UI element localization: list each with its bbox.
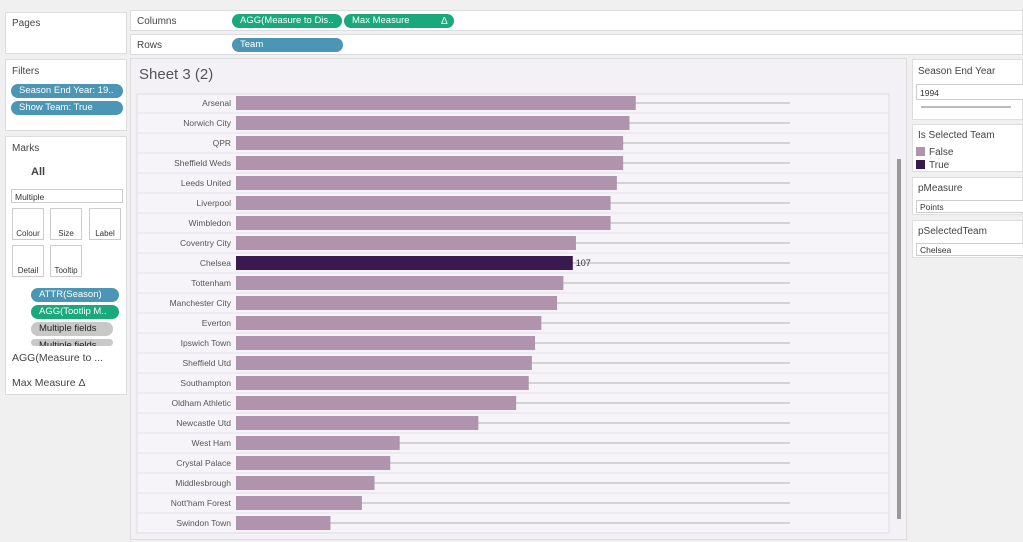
scrollbar[interactable] xyxy=(897,159,901,519)
bar xyxy=(236,136,624,150)
row-label: Sheffield Weds xyxy=(174,158,231,168)
row-label: Crystal Palace xyxy=(176,458,231,468)
param-value[interactable]: Points xyxy=(916,200,1023,213)
sheet: Sheet 3 (2) Arsenal Norwich City QPR Sheffi… xyxy=(130,58,907,540)
bar xyxy=(236,476,375,490)
row-label: Chelsea xyxy=(200,258,231,268)
row-label: Swindon Town xyxy=(176,518,231,528)
bar xyxy=(236,116,630,130)
row-label: QPR xyxy=(213,138,231,148)
bar xyxy=(236,156,624,170)
legend-item[interactable]: False xyxy=(916,147,953,158)
filter-pill[interactable]: Show Team: True xyxy=(11,101,123,115)
marks-card: Marks All Multiple Colour Size Label Det… xyxy=(5,136,127,395)
data-label: 107 xyxy=(576,258,591,268)
filter-pill[interactable]: Season End Year: 19.. xyxy=(11,84,123,98)
legend-swatch xyxy=(916,160,925,169)
columns-shelf: Columns AGG(Measure to Dis.. Max Measure… xyxy=(130,10,1023,31)
param-title: pMeasure xyxy=(918,183,963,194)
row-label: Southampton xyxy=(180,378,231,388)
mark-field[interactable]: AGG(Tootlip M.. xyxy=(31,305,119,319)
param-card: Season End Year 1994 xyxy=(912,59,1023,120)
row-label: Middlesbrough xyxy=(175,478,231,488)
row-label: Everton xyxy=(202,318,232,328)
bar xyxy=(236,96,636,110)
columns-label: Columns xyxy=(137,16,177,27)
legend-card: Is Selected Team False True xyxy=(912,124,1023,172)
row-label: Manchester City xyxy=(170,298,232,308)
legend-item[interactable]: True xyxy=(916,160,949,171)
marks-all[interactable]: All xyxy=(31,166,46,178)
bar xyxy=(236,316,542,330)
row-label: West Ham xyxy=(191,438,231,448)
chart: Sheet 3 (2) Arsenal Norwich City QPR Sheffi… xyxy=(136,66,901,534)
bar xyxy=(236,276,564,290)
mark-button[interactable]: Tooltip xyxy=(50,245,82,277)
bar xyxy=(236,356,532,370)
bar xyxy=(236,416,479,430)
bar xyxy=(236,236,576,250)
measure-tab[interactable]: AGG(Measure to ... xyxy=(12,352,104,364)
row-label: Liverpool xyxy=(197,198,232,208)
row-label: Leeds United xyxy=(181,178,231,188)
row-label: Arsenal xyxy=(202,98,231,108)
column-pill[interactable]: AGG(Measure to Dis.. xyxy=(232,14,342,28)
mark-button[interactable]: Label xyxy=(89,208,121,240)
mark-type[interactable]: Multiple xyxy=(11,189,123,203)
filters-card: Filters Season End Year: 19.. Show Team:… xyxy=(5,59,127,131)
slider[interactable] xyxy=(921,106,1011,108)
param-value[interactable]: Chelsea xyxy=(916,243,1023,256)
row-label: Norwich City xyxy=(183,118,231,128)
mark-button[interactable]: Colour xyxy=(12,208,44,240)
column-pill[interactable]: Max Measure xyxy=(344,14,454,28)
row-label: Sheffield Utd xyxy=(182,358,231,368)
mark-field[interactable]: Multiple fields xyxy=(31,322,113,336)
row-label: Coventry City xyxy=(180,238,232,248)
bar xyxy=(236,176,617,190)
mark-field[interactable]: Multiple fields xyxy=(31,339,113,346)
param-title: Season End Year xyxy=(918,66,996,77)
measure-tab[interactable]: Max Measure Δ xyxy=(12,377,86,389)
bar xyxy=(236,436,400,450)
param-card: pMeasure Points xyxy=(912,177,1023,215)
bar xyxy=(236,396,517,410)
chart-title: Sheet 3 (2) xyxy=(139,66,213,83)
bar xyxy=(236,256,573,270)
rows-shelf: Rows Team xyxy=(130,34,1023,55)
row-label: Oldham Athletic xyxy=(171,398,231,408)
mark-field[interactable]: ATTR(Season) xyxy=(31,288,119,302)
param-value[interactable]: 1994 xyxy=(916,84,1023,100)
row-label: Ipswich Town xyxy=(181,338,232,348)
row-label: Tottenham xyxy=(191,278,231,288)
marks-title: Marks xyxy=(12,143,40,154)
param-title: pSelectedTeam xyxy=(918,226,987,237)
pages-title: Pages xyxy=(12,18,41,29)
pages-card: Pages xyxy=(5,12,127,54)
row-label: Newcastle Utd xyxy=(176,418,231,428)
column-delta: Δ xyxy=(441,16,448,27)
legend-title: Is Selected Team xyxy=(918,130,995,141)
bar xyxy=(236,336,536,350)
param-card: pSelectedTeam Chelsea xyxy=(912,220,1023,258)
bar xyxy=(236,216,611,230)
filters-title: Filters xyxy=(12,66,40,77)
mark-button[interactable]: Detail xyxy=(12,245,44,277)
bar xyxy=(236,196,611,210)
bar xyxy=(236,456,391,470)
row-pill[interactable]: Team xyxy=(232,38,343,52)
bar xyxy=(236,296,558,310)
row-label: Wimbledon xyxy=(188,218,231,228)
bar xyxy=(236,376,529,390)
bar xyxy=(236,496,362,510)
legend-swatch xyxy=(916,147,925,156)
mark-button[interactable]: Size xyxy=(50,208,82,240)
row-label: Nott'ham Forest xyxy=(171,498,232,508)
legend-label: True xyxy=(929,160,950,171)
legend-label: False xyxy=(929,147,954,158)
bar xyxy=(236,516,331,530)
rows-label: Rows xyxy=(137,40,163,51)
